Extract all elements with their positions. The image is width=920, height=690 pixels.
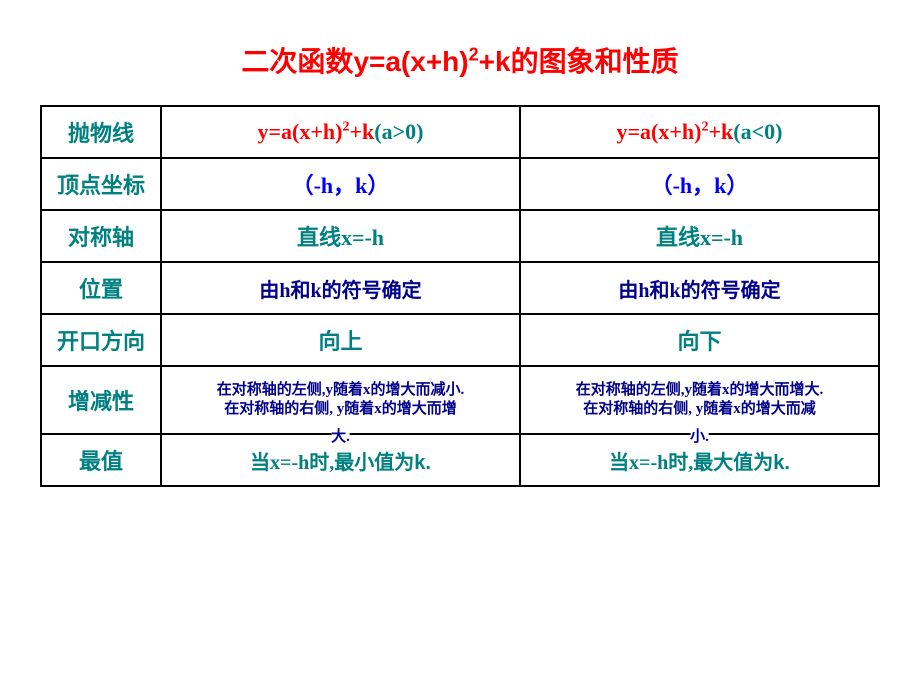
header-direction: 开口方向 <box>41 314 161 366</box>
mono-neg-l2: 在对称轴的右侧, y随着x的增大而减 <box>523 400 876 419</box>
formula-main-neg: y=a(x+h)2+k <box>617 119 734 144</box>
row-position: 位置 由h和k的符号确定 由h和k的符号确定 <box>41 262 879 314</box>
mono-pos-overflow: 大. <box>331 428 350 447</box>
formula-main-pos: y=a(x+h)2+k <box>258 119 375 144</box>
header-position: 位置 <box>41 262 161 314</box>
ext-pos-eq: 当x=-h时, <box>250 452 334 474</box>
cell-formula-neg: y=a(x+h)2+k(a<0) <box>520 106 879 158</box>
row-monotone: 增减性 在对称轴的左侧,y随着x的增大而减小. 在对称轴的右侧, y随着x的增大… <box>41 366 879 434</box>
cell-vertex-pos: （-h，k） <box>161 158 520 210</box>
cell-formula-pos: y=a(x+h)2+k(a>0) <box>161 106 520 158</box>
ext-neg-txt: 最大值为k. <box>693 452 790 474</box>
row-parabola: 抛物线 y=a(x+h)2+k(a>0) y=a(x+h)2+k(a<0) <box>41 106 879 158</box>
cell-monotone-pos: 在对称轴的左侧,y随着x的增大而减小. 在对称轴的右侧, y随着x的增大而增 大… <box>161 366 520 434</box>
cell-direction-neg: 向下 <box>520 314 879 366</box>
page-title: 二次函数y=a(x+h)2+k的图象和性质 <box>40 40 880 80</box>
header-extreme: 最值 <box>41 434 161 486</box>
cell-position-neg: 由h和k的符号确定 <box>520 262 879 314</box>
row-vertex: 顶点坐标 （-h，k） （-h，k） <box>41 158 879 210</box>
formula-cond-pos: (a>0) <box>374 119 423 144</box>
formula-cond-neg: (a<0) <box>733 119 782 144</box>
mono-neg-l1: 在对称轴的左侧,y随着x的增大而增大. <box>523 381 876 400</box>
ext-neg-eq: 当x=-h时, <box>609 452 693 474</box>
title-formula-b: +k <box>479 46 511 77</box>
row-extreme: 最值 当x=-h时,最小值为k. 当x=-h时,最大值为k. <box>41 434 879 486</box>
mono-neg-overflow: 小. <box>690 428 709 447</box>
title-formula-a: y=a(x+h) <box>353 46 468 77</box>
cell-axis-pos: 直线x=-h <box>161 210 520 262</box>
header-vertex: 顶点坐标 <box>41 158 161 210</box>
header-monotone: 增减性 <box>41 366 161 434</box>
row-axis: 对称轴 直线x=-h 直线x=-h <box>41 210 879 262</box>
cell-axis-neg: 直线x=-h <box>520 210 879 262</box>
title-sup: 2 <box>469 45 479 65</box>
title-suffix: 的图象和性质 <box>511 46 679 77</box>
cell-monotone-neg: 在对称轴的左侧,y随着x的增大而增大. 在对称轴的右侧, y随着x的增大而减 小… <box>520 366 879 434</box>
cell-position-pos: 由h和k的符号确定 <box>161 262 520 314</box>
ext-pos-txt: 最小值为k. <box>334 452 431 474</box>
cell-direction-pos: 向上 <box>161 314 520 366</box>
mono-pos-l2: 在对称轴的右侧, y随着x的增大而增 <box>164 400 517 419</box>
title-prefix: 二次函数 <box>241 46 353 77</box>
header-axis: 对称轴 <box>41 210 161 262</box>
header-parabola: 抛物线 <box>41 106 161 158</box>
row-direction: 开口方向 向上 向下 <box>41 314 879 366</box>
mono-pos-l1: 在对称轴的左侧,y随着x的增大而减小. <box>164 381 517 400</box>
properties-table: 抛物线 y=a(x+h)2+k(a>0) y=a(x+h)2+k(a<0) 顶点… <box>40 105 880 487</box>
cell-vertex-neg: （-h，k） <box>520 158 879 210</box>
